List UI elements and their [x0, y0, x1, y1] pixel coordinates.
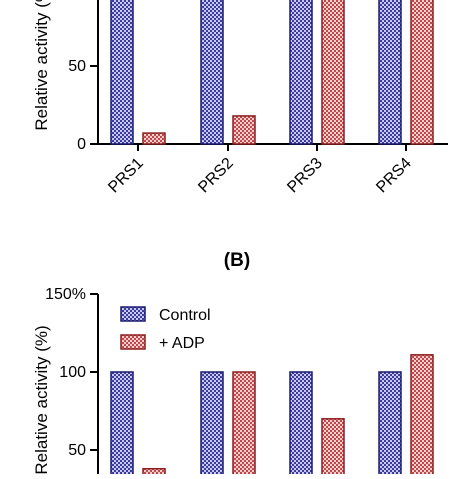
panel-a-bar-adp-prs2 — [232, 115, 256, 145]
legend-label-control: Control — [159, 307, 211, 324]
panel-b: Relative activity (%) 50 100 150% Control … — [32, 286, 434, 479]
panel-b-y-tick-label: 100 — [59, 364, 86, 381]
panel-b-bar-adp-prs1 — [142, 467, 166, 479]
legend-swatch-control — [120, 306, 146, 322]
panel-a-x-tick-label: PRS2 — [195, 155, 237, 197]
panel-b-bar-control-prs2 — [200, 371, 224, 479]
panel-a-bar-control-prs4 — [378, 0, 402, 145]
panel-b-bar-control-prs3 — [289, 371, 313, 479]
legend-swatch-adp — [120, 334, 146, 350]
panel-a-y-tick-label: 0 — [77, 136, 86, 153]
panel-b-y-axis-label: Relative activity (%) — [32, 325, 51, 474]
panel-b-y-tick-label: 50 — [68, 442, 86, 459]
panel-a-bar-adp-prs4 — [410, 0, 434, 145]
panel-a-x-tick-label: PRS1 — [105, 155, 147, 197]
panel-b-y-tick-label: 150% — [45, 286, 86, 303]
panel-a: Relative activity (%) 0 50 PRS1 PRS2 PRS3 PR… — [32, 0, 448, 196]
panel-b-bar-adp-prs3 — [321, 418, 345, 479]
panel-a-bar-adp-prs3 — [321, 0, 345, 145]
panel-a-bar-control-prs2 — [200, 0, 224, 145]
panel-b-bar-adp-prs4 — [410, 354, 434, 479]
panel-b-label: (B) — [224, 250, 250, 271]
panel-a-bar-control-prs1 — [110, 0, 134, 145]
panel-b-bar-control-prs4 — [378, 371, 402, 479]
panel-a-x-tick-label: PRS3 — [284, 155, 326, 197]
panel-b-bar-adp-prs2 — [232, 371, 256, 479]
legend: Control + ADP — [120, 306, 211, 352]
panel-a-y-tick-label: 50 — [68, 58, 86, 75]
panel-a-y-axis-label: Relative activity (%) — [32, 0, 51, 131]
panel-a-bar-control-prs3 — [289, 0, 313, 145]
panel-a-x-tick-label: PRS4 — [373, 155, 415, 197]
legend-label-adp: + ADP — [159, 335, 205, 352]
panel-b-bar-control-prs1 — [110, 371, 134, 479]
panel-a-bar-adp-prs1 — [142, 132, 166, 145]
